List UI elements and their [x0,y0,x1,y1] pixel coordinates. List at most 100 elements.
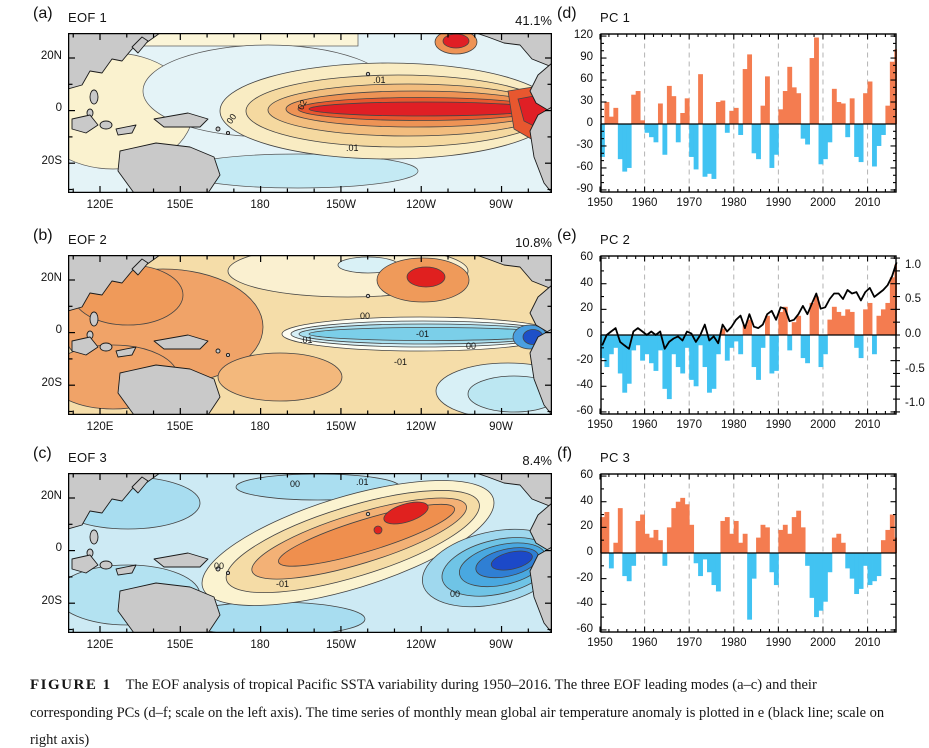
chart-right-ytick-label: 0.5 [905,293,921,306]
chart-ytick-label: -30 [576,138,593,151]
map-lon-label: 120E [86,639,114,651]
chart-xtick-label: 2010 [854,637,881,649]
chart-xtick-label: 1960 [631,197,658,209]
chart-ytick-label: -20 [576,571,593,584]
chart-ytick-label: 30 [580,95,593,107]
map-lat-label: 20N [40,50,62,62]
chart-right-ytick-label: 0.0 [905,328,921,340]
pc-2-chart [599,255,900,415]
map-lat-label: 20N [40,490,62,502]
map-lat-label: 0 [55,102,62,114]
map-lat-label: 20S [41,377,62,389]
map-lon-label: 150W [325,639,357,651]
contour-label: 00 [466,341,476,351]
chart-ytick-label: -60 [576,404,593,417]
chart-ytick-label: 0 [586,328,593,340]
chart-xtick-label: 1970 [676,197,702,209]
map-lon-label: 150E [166,639,194,651]
chart-ytick-label: 20 [580,302,593,315]
map-lat-label: 0 [55,324,62,336]
contour-label: 00 [214,561,224,571]
map-lon-label: 120E [86,199,114,211]
contour-label: -01 [276,579,289,589]
panel-a-title: EOF 1 [68,10,108,25]
panel-e-title: PC 2 [600,232,631,247]
contour-label: 00 [360,311,370,321]
panel-b-letter: (b) [33,227,53,244]
chart-xtick-label: 1980 [720,197,747,209]
contour-label: .01 [356,477,369,487]
panel-b-title: EOF 2 [68,232,108,247]
pc-3-chart [599,473,897,633]
contour-label: 00 [290,479,300,489]
chart-ytick-label: -60 [576,622,593,635]
eof3-map: 00 .01 00 -01 00 [68,473,552,633]
panel-f-letter: (f) [557,445,573,462]
panel-b-variance: 10.8% [515,235,552,250]
chart-ytick-label: -20 [576,353,593,366]
chart-xtick-label: 1960 [631,637,658,649]
chart-xtick-label: 1950 [587,419,613,431]
figure-caption: FIGURE 1 The EOF analysis of tropical Pac… [30,672,902,748]
chart-xtick-label: 2010 [854,419,881,431]
chart-ytick-label: 40 [580,276,593,289]
chart-ytick-label: -40 [576,379,593,392]
chart-xtick-label: 2010 [854,197,881,209]
map-lon-label: 180 [250,199,270,211]
chart-xtick-label: 1990 [765,637,792,649]
map-lon-label: 180 [250,421,270,433]
map-lat-label: 20S [41,595,62,607]
panel-c-variance: 8.4% [522,453,552,468]
contour-label: 00 [450,589,460,599]
map-lat-label: 0 [55,542,62,554]
map-lon-label: 180 [250,639,270,651]
chart-ytick-label: -90 [576,182,593,195]
map-lon-label: 150E [166,199,194,211]
panel-e-letter: (e) [557,227,577,244]
eof2-map: 00 -01 00 .01 -01 [68,255,552,415]
panel-c-letter: (c) [33,445,52,462]
contour-label: 00 [224,112,238,126]
panel-d-letter: (d) [557,5,577,22]
map-lon-label: 90W [489,639,513,651]
map-lon-label: 90W [489,421,513,433]
chart-right-ytick-label: 1.0 [905,258,921,271]
panel-a-variance: 41.1% [515,13,552,28]
map-lon-label: 90W [489,199,513,211]
chart-xtick-label: 1980 [720,419,747,431]
chart-ytick-label: 60 [580,251,593,264]
caption-text: The EOF analysis of tropical Pacific SST… [30,677,885,748]
map-lat-label: 20N [40,272,62,284]
panel-a-letter: (a) [33,5,53,22]
map-lon-label: 150W [325,421,357,433]
map-lon-label: 150E [166,421,194,433]
chart-xtick-label: 1990 [765,419,792,431]
chart-xtick-label: 1960 [631,419,658,431]
chart-xtick-label: 1980 [720,637,747,649]
chart-xtick-label: 2000 [810,197,836,209]
chart-ytick-label: 60 [580,73,593,86]
map-lon-label: 150W [325,199,357,211]
panel-c-title: EOF 3 [68,450,108,465]
chart-ytick-label: 40 [580,494,593,507]
chart-xtick-label: 1990 [765,197,792,209]
contour-label: -01 [394,357,407,367]
chart-ytick-label: -40 [576,597,593,610]
chart-ytick-label: 0 [586,116,593,129]
chart-xtick-label: 2000 [810,419,836,431]
chart-xtick-label: 2000 [810,637,836,649]
map-lon-label: 120E [86,421,114,433]
chart-right-ytick-label: -0.5 [905,362,925,375]
chart-xtick-label: 1950 [587,197,613,209]
panel-d-title: PC 1 [600,10,631,25]
eof1-map: .01 02 00 .01 [68,33,552,193]
contour-label: .01 [346,143,359,153]
chart-ytick-label: 0 [586,546,593,558]
map-lon-label: 120W [405,639,437,651]
contour-label: 02 [296,98,309,111]
chart-right-ytick-label: -1.0 [905,397,925,410]
caption-label: FIGURE 1 [30,677,112,693]
chart-xtick-label: 1950 [587,637,613,649]
chart-ytick-label: 90 [580,51,593,64]
